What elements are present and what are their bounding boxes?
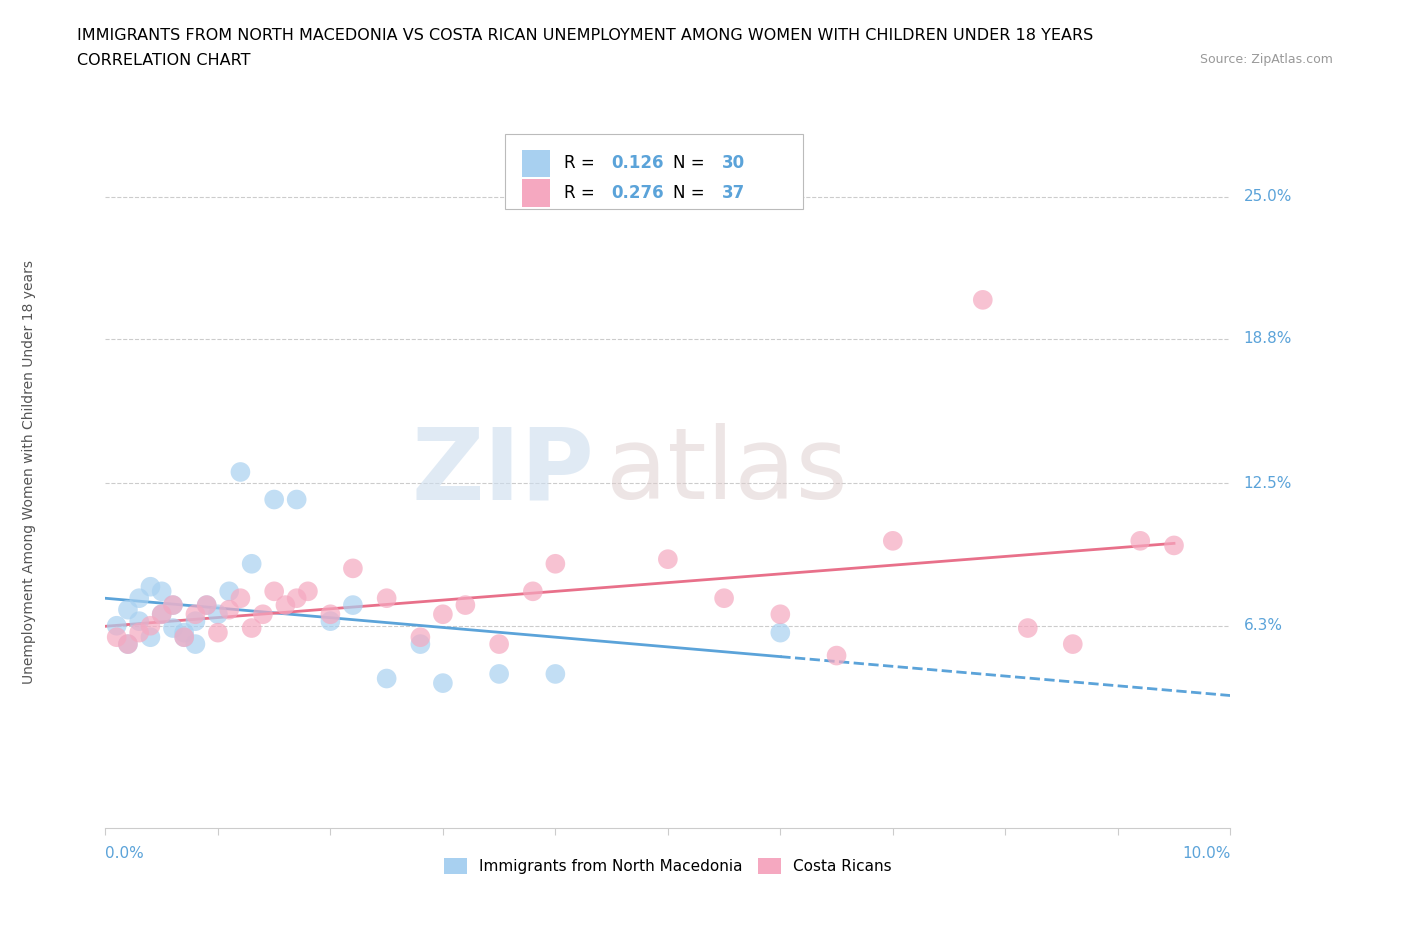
- Point: [825, 648, 848, 663]
- Point: [162, 598, 184, 613]
- Point: [229, 464, 252, 480]
- Bar: [522, 179, 550, 206]
- Point: [769, 625, 792, 640]
- Point: [342, 561, 364, 576]
- Point: [375, 591, 398, 605]
- Point: [184, 614, 207, 629]
- Point: [105, 630, 128, 644]
- Text: 12.5%: 12.5%: [1244, 476, 1292, 491]
- Text: CORRELATION CHART: CORRELATION CHART: [77, 53, 250, 68]
- Point: [409, 630, 432, 644]
- Point: [229, 591, 252, 605]
- Text: Unemployment Among Women with Children Under 18 years: Unemployment Among Women with Children U…: [22, 260, 37, 684]
- Point: [432, 606, 454, 621]
- Point: [117, 637, 139, 652]
- Text: N =: N =: [673, 154, 710, 172]
- Point: [240, 620, 263, 635]
- Point: [173, 630, 195, 644]
- Bar: [522, 150, 550, 177]
- Point: [972, 292, 994, 307]
- Point: [150, 606, 173, 621]
- Point: [1062, 637, 1084, 652]
- Point: [274, 598, 297, 613]
- Point: [252, 606, 274, 621]
- FancyBboxPatch shape: [505, 134, 803, 208]
- Point: [139, 630, 162, 644]
- Text: 6.3%: 6.3%: [1244, 618, 1282, 633]
- Point: [150, 584, 173, 599]
- Point: [173, 625, 195, 640]
- Text: 25.0%: 25.0%: [1244, 189, 1292, 204]
- Point: [657, 551, 679, 566]
- Point: [117, 603, 139, 618]
- Point: [150, 606, 173, 621]
- Point: [218, 603, 240, 618]
- Point: [184, 606, 207, 621]
- Text: Source: ZipAtlas.com: Source: ZipAtlas.com: [1199, 53, 1333, 66]
- Text: 18.8%: 18.8%: [1244, 331, 1292, 346]
- Point: [195, 598, 218, 613]
- Point: [1129, 534, 1152, 549]
- Point: [454, 598, 477, 613]
- Text: 10.0%: 10.0%: [1182, 846, 1230, 861]
- Text: ZIP: ZIP: [412, 423, 595, 521]
- Point: [319, 606, 342, 621]
- Point: [263, 584, 285, 599]
- Text: 0.0%: 0.0%: [105, 846, 145, 861]
- Text: atlas: atlas: [606, 423, 848, 521]
- Text: 0.126: 0.126: [612, 154, 664, 172]
- Point: [128, 591, 150, 605]
- Legend: Immigrants from North Macedonia, Costa Ricans: Immigrants from North Macedonia, Costa R…: [437, 852, 898, 881]
- Point: [769, 606, 792, 621]
- Point: [544, 556, 567, 571]
- Text: 37: 37: [721, 184, 745, 202]
- Point: [173, 630, 195, 644]
- Point: [184, 637, 207, 652]
- Point: [128, 614, 150, 629]
- Text: R =: R =: [564, 154, 600, 172]
- Point: [263, 492, 285, 507]
- Point: [139, 618, 162, 633]
- Point: [139, 579, 162, 594]
- Point: [409, 637, 432, 652]
- Point: [128, 625, 150, 640]
- Point: [207, 606, 229, 621]
- Point: [882, 534, 904, 549]
- Point: [207, 625, 229, 640]
- Point: [713, 591, 735, 605]
- Point: [297, 584, 319, 599]
- Text: R =: R =: [564, 184, 600, 202]
- Point: [488, 667, 510, 682]
- Point: [342, 598, 364, 613]
- Point: [1163, 538, 1185, 552]
- Point: [218, 584, 240, 599]
- Point: [105, 618, 128, 633]
- Point: [522, 584, 544, 599]
- Text: 30: 30: [721, 154, 745, 172]
- Point: [375, 671, 398, 686]
- Point: [162, 620, 184, 635]
- Text: 0.276: 0.276: [612, 184, 664, 202]
- Text: IMMIGRANTS FROM NORTH MACEDONIA VS COSTA RICAN UNEMPLOYMENT AMONG WOMEN WITH CHI: IMMIGRANTS FROM NORTH MACEDONIA VS COSTA…: [77, 28, 1094, 43]
- Point: [162, 598, 184, 613]
- Point: [240, 556, 263, 571]
- Point: [285, 492, 308, 507]
- Point: [319, 614, 342, 629]
- Text: N =: N =: [673, 184, 710, 202]
- Point: [285, 591, 308, 605]
- Point: [195, 598, 218, 613]
- Point: [432, 676, 454, 691]
- Point: [1017, 620, 1039, 635]
- Point: [544, 667, 567, 682]
- Point: [488, 637, 510, 652]
- Point: [117, 637, 139, 652]
